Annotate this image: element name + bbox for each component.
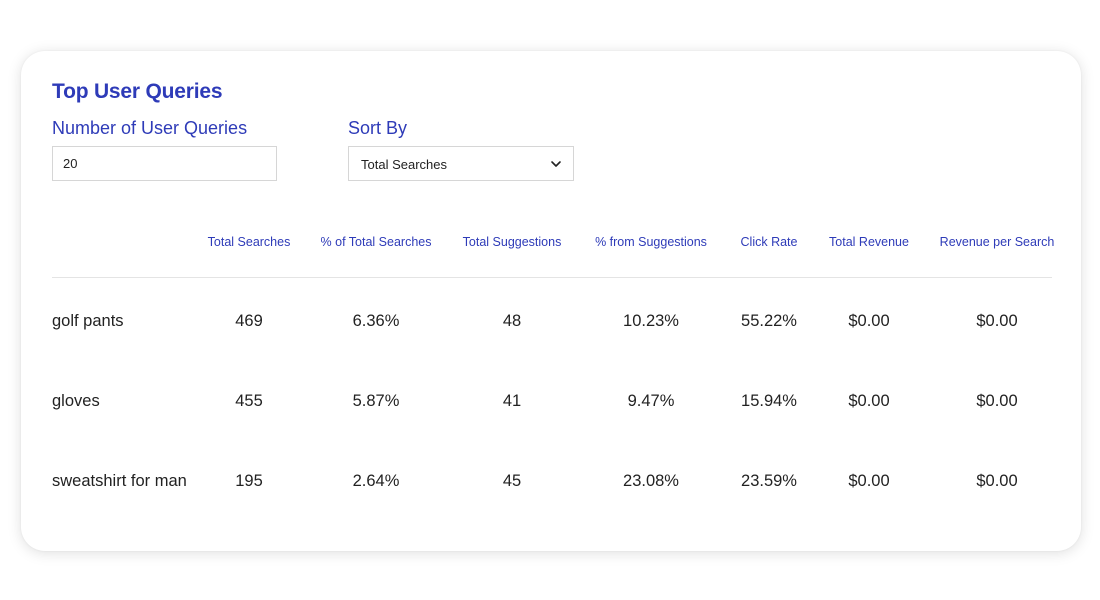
column-header-revenue-per-search[interactable]: Revenue per Search (939, 235, 1055, 249)
sort-by-label: Sort By (348, 118, 408, 138)
percent-total-searches-cell: 5.87% (352, 392, 400, 410)
total-suggestions-cell: 48 (502, 312, 522, 330)
page-title: Top User Queries (52, 80, 223, 103)
user-queries-count-input[interactable] (52, 146, 277, 181)
query-cell: sweatshirt for man (52, 472, 187, 490)
click-rate-cell: 15.94% (741, 392, 797, 410)
column-header-click-rate[interactable]: Click Rate (740, 235, 798, 249)
sort-by-selected-value: Total Searches (361, 157, 447, 172)
total-revenue-cell: $0.00 (848, 392, 890, 410)
query-cell: golf pants (52, 312, 124, 330)
percent-total-searches-cell: 6.36% (352, 312, 400, 330)
total-revenue-cell: $0.00 (848, 312, 890, 330)
revenue-per-search-cell: $0.00 (976, 312, 1018, 330)
total-suggestions-cell: 41 (502, 392, 522, 410)
user-queries-count-label: Number of User Queries (52, 118, 248, 138)
total-searches-cell: 469 (235, 312, 263, 330)
total-revenue-cell: $0.00 (848, 472, 890, 490)
revenue-per-search-cell: $0.00 (976, 472, 1018, 490)
total-searches-cell: 195 (235, 472, 263, 490)
chevron-down-icon (551, 161, 561, 167)
column-header-total-revenue[interactable]: Total Revenue (829, 235, 909, 249)
header-divider (52, 277, 1052, 278)
percent-from-suggestions-cell: 23.08% (623, 472, 679, 490)
column-header-percent-total-searches[interactable]: % of Total Searches (320, 235, 432, 249)
sort-by-select[interactable]: Total Searches (348, 146, 574, 181)
total-suggestions-cell: 45 (502, 472, 522, 490)
column-header-total-searches[interactable]: Total Searches (207, 235, 291, 249)
query-cell: gloves (52, 392, 100, 410)
revenue-per-search-cell: $0.00 (976, 392, 1018, 410)
column-header-total-suggestions[interactable]: Total Suggestions (462, 235, 562, 249)
percent-from-suggestions-cell: 10.23% (623, 312, 679, 330)
column-header-percent-from-suggestions[interactable]: % from Suggestions (595, 235, 707, 249)
click-rate-cell: 23.59% (741, 472, 797, 490)
click-rate-cell: 55.22% (741, 312, 797, 330)
total-searches-cell: 455 (235, 392, 263, 410)
top-user-queries-card: Top User Queries Number of User Queries … (21, 51, 1081, 551)
percent-from-suggestions-cell: 9.47% (627, 392, 675, 410)
percent-total-searches-cell: 2.64% (352, 472, 400, 490)
